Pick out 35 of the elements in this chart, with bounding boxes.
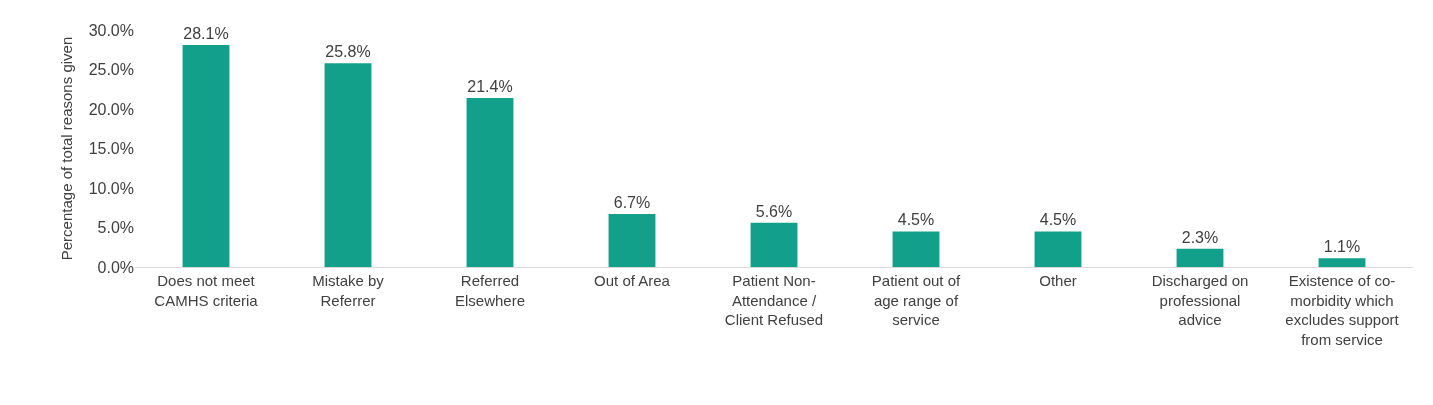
- y-axis-title: Percentage of total reasons given: [57, 36, 75, 261]
- data-label: 1.1%: [1323, 238, 1361, 256]
- x-tick-label: Out of Area: [594, 272, 671, 289]
- x-tick-label: Mistake by Referrer: [312, 272, 385, 309]
- data-label: 25.8%: [325, 43, 371, 61]
- bar: [1176, 248, 1224, 267]
- bar: [466, 97, 514, 267]
- y-tick-label: 15.0%: [88, 140, 134, 158]
- data-label: 28.1%: [183, 25, 229, 43]
- y-tick-label: 10.0%: [88, 179, 134, 197]
- data-label: 4.5%: [897, 211, 935, 229]
- bar: [324, 63, 372, 267]
- x-tick-label: Other: [1039, 272, 1077, 289]
- x-tick-label: Patient out of age range of service: [871, 272, 962, 328]
- x-tick-label: Referred Elsewhere: [454, 272, 526, 309]
- data-label: 4.5%: [1039, 211, 1077, 229]
- bar: [750, 222, 798, 267]
- y-tick-label: 5.0%: [97, 219, 134, 237]
- bar: [1318, 258, 1366, 267]
- data-label: 2.3%: [1181, 228, 1219, 246]
- x-tick-label: Discharged on professional advice: [1151, 272, 1249, 328]
- data-label: 6.7%: [613, 194, 651, 212]
- bar: [892, 231, 940, 267]
- data-label: 21.4%: [467, 77, 513, 95]
- x-tick-label: Patient Non-Attendance / Client Refused: [724, 272, 824, 328]
- y-tick-label: 0.0%: [97, 258, 134, 276]
- x-tick-label: Does not meet CAMHS criteria: [154, 272, 259, 309]
- bar: [182, 45, 230, 267]
- x-tick-label: Existence of co-morbidity which excludes support from service: [1285, 272, 1400, 348]
- bar: [608, 214, 656, 267]
- y-tick-label: 25.0%: [88, 61, 134, 79]
- data-label: 5.6%: [755, 202, 793, 220]
- bar: [1034, 231, 1082, 267]
- y-tick-label: 30.0%: [88, 21, 134, 39]
- y-tick-label: 20.0%: [88, 100, 134, 118]
